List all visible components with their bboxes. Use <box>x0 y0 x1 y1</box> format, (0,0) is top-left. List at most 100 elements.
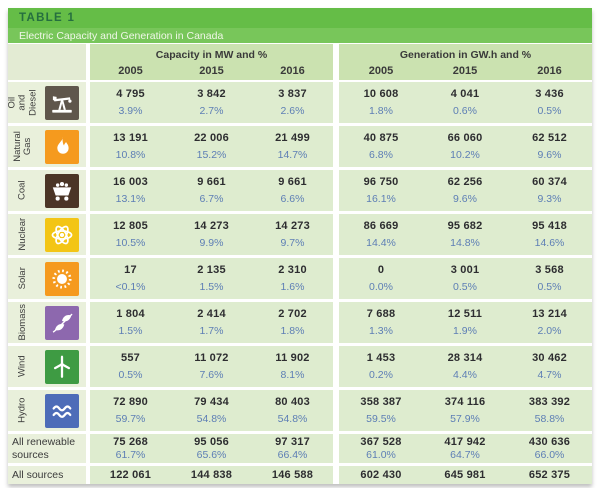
cell-value: 10 608 <box>363 88 399 101</box>
cell-value: 95 682 <box>447 220 483 233</box>
cell-value: 417 942 <box>444 436 486 449</box>
cell-value: 1 453 <box>366 352 396 365</box>
cell-percent: 1.9% <box>453 324 477 337</box>
data-cell: 11 072 7.6% <box>171 346 252 387</box>
cell-value: 13 191 <box>113 132 148 145</box>
cell-percent: 6.8% <box>369 148 393 161</box>
cell-value: 3 436 <box>535 88 564 101</box>
cell-value: 11 902 <box>275 352 310 365</box>
waves-icon <box>45 393 79 428</box>
data-cell: 62 512 9.6% <box>507 126 592 167</box>
data-cell: 0 0.0% <box>339 258 423 299</box>
cell-percent: 4.4% <box>453 368 477 381</box>
cell-value: 652 375 <box>528 469 571 481</box>
cell-percent: 65.6% <box>196 448 227 461</box>
cell-percent: 3.9% <box>118 104 143 117</box>
cell-percent: 0.5% <box>537 104 562 117</box>
summary-row: All renewable sources 75 268 61.7% 95 056 65… <box>8 434 592 463</box>
data-cell: 97 317 66.4% <box>252 434 333 463</box>
cell-percent: 64.7% <box>450 448 480 461</box>
data-cell: 72 890 59.7% <box>90 390 171 431</box>
data-cell: 367 528 61.0% <box>339 434 423 463</box>
data-cell: 146 588 <box>252 466 333 484</box>
data-cell: 4 795 3.9% <box>90 82 171 123</box>
data-cell: 374 116 57.9% <box>423 390 507 431</box>
cell-percent: 16.1% <box>366 192 396 205</box>
cell-percent: 2.0% <box>537 324 562 337</box>
row-header: Biomass <box>8 302 86 343</box>
header-generation-group: Generation in GW.h and % <box>339 44 592 62</box>
cell-percent: 9.6% <box>453 192 477 205</box>
cell-value: 367 528 <box>360 436 402 449</box>
table-row: Hydro 72 890 59.7% 79 434 54.8% 80 403 54.8% 35… <box>8 390 592 431</box>
cell-percent: 1.5% <box>199 280 224 293</box>
row-header: Hydro <box>8 390 86 431</box>
cell-value: 4 041 <box>450 88 480 101</box>
data-cell: 14 273 9.9% <box>171 214 252 255</box>
row-label: Natural Gas <box>11 131 33 162</box>
header-label-spacer <box>8 44 86 80</box>
data-cell: 358 387 59.5% <box>339 390 423 431</box>
cell-percent: 10.2% <box>450 148 480 161</box>
cell-value: 2 135 <box>197 264 226 277</box>
data-cell: 652 375 <box>507 466 592 484</box>
data-cell: 14 273 9.7% <box>252 214 333 255</box>
data-cell: 79 434 54.8% <box>171 390 252 431</box>
cell-value: 96 750 <box>363 176 399 189</box>
data-cell: 66 060 10.2% <box>423 126 507 167</box>
cell-percent: 15.2% <box>196 148 227 161</box>
data-cell: 2 135 1.5% <box>171 258 252 299</box>
cell-value: 62 512 <box>532 132 567 145</box>
data-cell: 3 842 2.7% <box>171 82 252 123</box>
data-cell: 95 056 65.6% <box>171 434 252 463</box>
data-cell: 80 403 54.8% <box>252 390 333 431</box>
cell-percent: 59.5% <box>366 412 396 425</box>
cell-value: 11 072 <box>194 352 229 365</box>
cell-value: 2 310 <box>278 264 307 277</box>
data-cell: 3 837 2.6% <box>252 82 333 123</box>
data-cell: 2 702 1.8% <box>252 302 333 343</box>
data-cell: 417 942 64.7% <box>423 434 507 463</box>
data-cell: 86 669 14.4% <box>339 214 423 255</box>
cell-value: 430 636 <box>528 436 571 449</box>
cell-value: 9 661 <box>278 176 307 189</box>
cell-value: 2 414 <box>197 308 226 321</box>
table-row: Coal 16 003 13.1% 9 661 6.7% 9 661 6.6% 96 750 1… <box>8 170 592 211</box>
cell-value: 79 434 <box>194 396 229 409</box>
header-year: 2015 <box>171 62 252 80</box>
cell-value: 602 430 <box>360 469 402 481</box>
row-label: Solar <box>16 267 28 290</box>
cell-value: 60 374 <box>532 176 567 189</box>
cell-percent: <0.1% <box>115 280 146 293</box>
row-label: All sources <box>8 466 86 484</box>
header-capacity-group: Capacity in MW and % <box>90 44 333 62</box>
cell-percent: 0.6% <box>453 104 477 117</box>
data-cell: 96 750 16.1% <box>339 170 423 211</box>
coal-cart-icon <box>45 173 79 208</box>
wind-turbine-icon <box>45 349 79 384</box>
table-row: Biomass 1 804 1.5% 2 414 1.7% 2 702 1.8% 7 688 1… <box>8 302 592 343</box>
data-cell: 9 661 6.6% <box>252 170 333 211</box>
cell-value: 1 804 <box>116 308 145 321</box>
cell-percent: 1.8% <box>280 324 305 337</box>
cell-percent: 58.8% <box>534 412 565 425</box>
cell-value: 30 462 <box>532 352 567 365</box>
cell-value: 86 669 <box>363 220 399 233</box>
data-cell: 2 414 1.7% <box>171 302 252 343</box>
cell-percent: 2.6% <box>280 104 305 117</box>
data-cell: 9 661 6.7% <box>171 170 252 211</box>
summary-row: All sources 122 061 144 838 146 588 602 430 6… <box>8 466 592 484</box>
row-header: Nuclear <box>8 214 86 255</box>
header-year: 2005 <box>90 62 171 80</box>
cell-percent: 9.7% <box>280 236 305 249</box>
data-cell: 60 374 9.3% <box>507 170 592 211</box>
cell-percent: 1.3% <box>369 324 393 337</box>
cell-percent: 8.1% <box>280 368 305 381</box>
cell-percent: 66.4% <box>277 448 308 461</box>
data-cell: 10 608 1.8% <box>339 82 423 123</box>
cell-percent: 13.1% <box>115 192 146 205</box>
cell-percent: 14.6% <box>534 236 565 249</box>
row-header: Natural Gas <box>8 126 86 167</box>
data-cell: 22 006 15.2% <box>171 126 252 167</box>
cell-percent: 0.5% <box>453 280 477 293</box>
